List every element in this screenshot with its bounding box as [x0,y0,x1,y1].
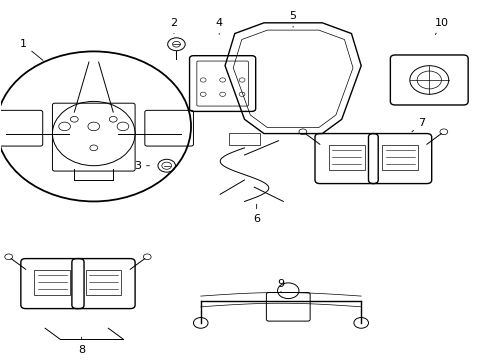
Text: 5: 5 [289,11,296,27]
Text: 3: 3 [134,161,149,171]
Text: 2: 2 [170,18,177,33]
Text: 1: 1 [20,39,43,60]
Text: 6: 6 [253,204,260,224]
Text: 8: 8 [78,337,85,355]
Text: 10: 10 [433,18,447,35]
Text: 7: 7 [411,118,425,132]
Text: 4: 4 [215,18,223,34]
Text: 9: 9 [277,279,284,293]
